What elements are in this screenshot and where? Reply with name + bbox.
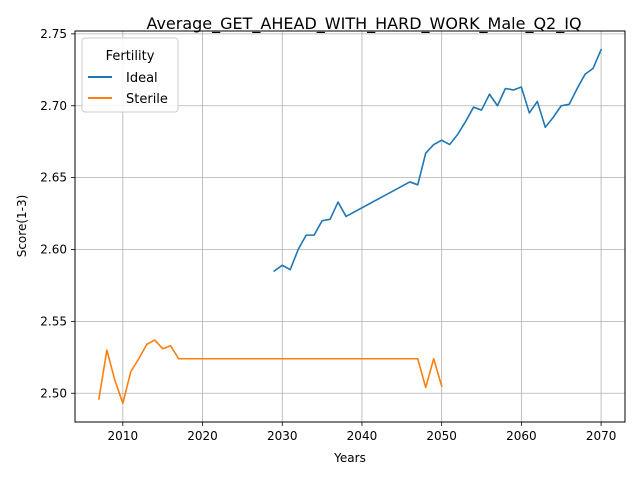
y-tick-label: 2.50 <box>40 386 67 400</box>
legend-box <box>81 37 179 113</box>
y-tick-label: 2.60 <box>40 243 67 257</box>
x-tick-label: 2060 <box>506 429 537 443</box>
series-line-sterile <box>97 339 443 405</box>
series-line-ideal <box>273 48 603 273</box>
x-tick-label: 2040 <box>347 429 378 443</box>
legend: Fertility Ideal Sterile <box>81 37 179 113</box>
x-axis: 2010 2020 2030 2040 2050 2060 2070 <box>108 422 617 443</box>
plot-frame <box>74 30 626 423</box>
x-tick-label: 2070 <box>586 429 617 443</box>
y-tick-label: 2.55 <box>40 314 67 328</box>
plot-area <box>74 30 626 423</box>
y-tick-label: 2.75 <box>40 27 67 41</box>
x-tick-label: 2010 <box>108 429 139 443</box>
legend-label-sterile: Sterile <box>126 92 168 107</box>
x-tick-label: 2050 <box>426 429 457 443</box>
y-tick-label: 2.70 <box>40 99 67 113</box>
x-tick-label: 2020 <box>187 429 218 443</box>
legend-label-ideal: Ideal <box>126 71 158 86</box>
y-tick-label: 2.65 <box>40 171 67 185</box>
legend-title: Fertility <box>106 49 155 64</box>
x-axis-label: Years <box>333 451 366 465</box>
y-axis: 2.50 2.55 2.60 2.65 2.70 2.75 <box>40 27 75 400</box>
y-axis-label: Score(1-3) <box>15 195 29 258</box>
chart-title: Average_GET_AHEAD_WITH_HARD_WORK_Male_Q2… <box>146 14 581 34</box>
series-lines <box>97 48 603 405</box>
grid-lines <box>75 31 625 422</box>
x-tick-label: 2030 <box>267 429 298 443</box>
